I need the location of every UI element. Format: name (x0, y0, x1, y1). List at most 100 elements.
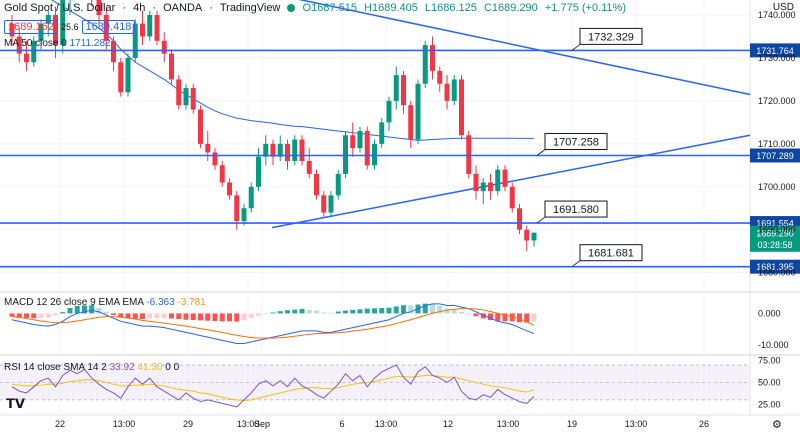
macd-histogram-bar (466, 313, 472, 315)
candle (444, 75, 450, 110)
candle-body (140, 23, 145, 37)
x-tick-label: 26 (699, 419, 709, 429)
candle (473, 165, 479, 200)
macd-histogram-bar (125, 313, 131, 319)
macd-histogram-bar (357, 309, 363, 314)
candle (495, 165, 501, 196)
macd-histogram-bar (524, 313, 530, 323)
macd-histogram-bar (227, 313, 232, 322)
macd-histogram-bar (190, 313, 196, 321)
macd-histogram-bar (350, 309, 356, 314)
candle-body (495, 169, 501, 192)
candle-body (509, 186, 515, 209)
candle (321, 191, 327, 217)
high-value: H1689.405 (364, 2, 418, 14)
macd-histogram-bar (444, 308, 450, 314)
candle (96, 0, 102, 24)
candle (205, 130, 211, 162)
rsi-extra-value: 0 0 (165, 362, 180, 373)
rsi-sma-value: 41.30 (137, 362, 163, 373)
macd-histogram-bar (277, 311, 283, 314)
callout-box (579, 244, 643, 262)
candle (524, 225, 530, 252)
candle-body (241, 208, 247, 222)
symbol-name[interactable]: Gold Spot / U.S. Dollar (4, 2, 116, 14)
rsi-label: RSI 14 close SMA 14 2 (4, 362, 107, 373)
macd-histogram-bar (103, 311, 109, 314)
candle-body (408, 105, 414, 140)
candle-body (372, 143, 377, 166)
open-value: O1687.515 (302, 2, 357, 14)
callout-label: 1681.681 (588, 248, 634, 260)
candle (408, 100, 414, 149)
candle (45, 10, 51, 37)
callout-box (579, 27, 643, 45)
candle-body (422, 45, 428, 84)
candle (415, 79, 421, 144)
macd-histogram-bar (379, 308, 385, 314)
candle-body (9, 23, 15, 37)
spread-value: 25.6 (60, 22, 79, 32)
last-price-tag (750, 225, 800, 252)
candle (430, 36, 435, 80)
candle-body (227, 182, 232, 196)
ascending-trendline (271, 134, 751, 229)
candle (509, 182, 515, 213)
macd-histogram-bar (212, 313, 218, 322)
macd-y-tick: -10.000 (758, 340, 789, 350)
macd-histogram-bar (111, 313, 116, 315)
candle (517, 203, 522, 235)
currency-label[interactable]: USD (772, 2, 794, 13)
callout-label: 1707.258 (553, 136, 599, 148)
x-tick-label: 19 (567, 419, 577, 429)
candle (466, 130, 472, 179)
ask-price[interactable]: 1689.418 (81, 20, 136, 34)
rsi-legend: RSI 14 close SMA 14 2 33.92 41.30 0 0 (4, 362, 179, 373)
close-value: C1689.290 (483, 2, 538, 14)
candle (111, 36, 116, 71)
axes: 1740.000 1730.000 1720.000 1710.000 1700.000… (55, 10, 796, 431)
candle (219, 161, 225, 187)
candle (314, 169, 319, 200)
candle (183, 83, 189, 110)
macd-histogram-bar (292, 309, 298, 314)
candle-body (60, 0, 66, 46)
candle (103, 6, 109, 50)
candle-body (335, 173, 341, 196)
candle (263, 135, 269, 166)
x-tick-label: 13:00 (237, 419, 260, 429)
candle-body (183, 88, 189, 106)
candle-body (96, 0, 102, 16)
y-tick-label: 1680.000 (758, 268, 796, 278)
candle (212, 148, 218, 170)
candle-body (357, 130, 363, 149)
price-levels: 1731.764 1707.289 1691.554 1681.395 1732.329… (0, 27, 800, 274)
macd-histogram-bar (401, 305, 406, 314)
candle-body (248, 186, 254, 209)
y-tick-label: 1710.000 (758, 139, 796, 149)
y-tick-label: 1690.000 (758, 225, 796, 235)
macd-histogram-bar (473, 313, 479, 317)
macd-histogram-bar (517, 313, 522, 323)
interval-label[interactable]: 4h (133, 2, 146, 14)
candle-body (132, 23, 138, 58)
macd-histogram-bar (132, 313, 138, 319)
candle (161, 32, 167, 63)
candle-body (524, 229, 530, 241)
macd-line (11, 303, 535, 344)
x-tick-label: 22 (55, 419, 65, 429)
candle-body (328, 195, 334, 213)
macd-histogram-bar (16, 313, 22, 318)
trendlines (271, 0, 751, 229)
candle (270, 139, 276, 166)
candle (422, 40, 428, 89)
candle-body (444, 83, 450, 101)
settings-gear-icon[interactable]: ⚙ (772, 418, 782, 431)
macd-histogram-bar (263, 313, 269, 315)
ma-label: MA 50 close 0 (4, 38, 67, 49)
candle (147, 10, 153, 41)
signal-value: -3.781 (177, 297, 206, 308)
macd-histogram-bar (60, 312, 66, 314)
candle-body (451, 79, 457, 101)
bid-price[interactable]: 1689.162 (4, 20, 58, 34)
